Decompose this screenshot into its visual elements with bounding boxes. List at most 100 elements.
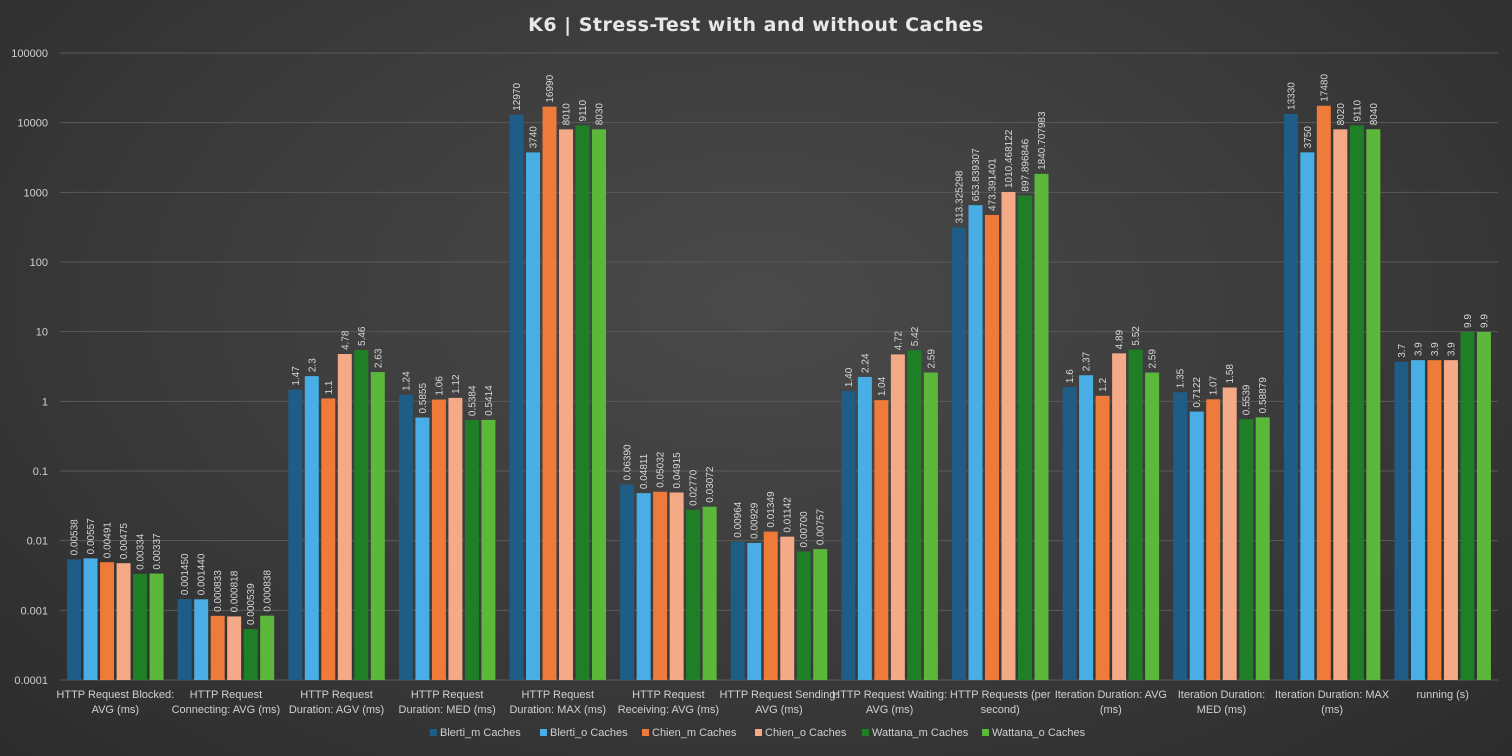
data-label: 897.896846 bbox=[1020, 138, 1031, 191]
bar bbox=[243, 629, 258, 680]
legend-swatch bbox=[862, 729, 869, 736]
x-category-label: MED (ms) bbox=[1197, 704, 1247, 716]
bar bbox=[907, 350, 922, 680]
x-category-label: HTTP Request Waiting: bbox=[832, 689, 947, 701]
data-label: 0.000838 bbox=[263, 570, 274, 612]
bar bbox=[669, 492, 684, 680]
data-label: 0.001440 bbox=[197, 553, 208, 595]
bar bbox=[1079, 375, 1094, 680]
x-category-label: (ms) bbox=[1100, 704, 1122, 716]
bar bbox=[177, 599, 192, 680]
bar bbox=[464, 420, 479, 680]
bar bbox=[1062, 387, 1077, 680]
bar bbox=[542, 106, 557, 680]
data-label: 0.04811 bbox=[639, 453, 650, 489]
data-label: 4.72 bbox=[893, 330, 904, 350]
x-category-label: HTTP Request bbox=[190, 689, 263, 701]
data-label: 9110 bbox=[578, 100, 589, 122]
data-label: 3740 bbox=[529, 126, 540, 149]
bar bbox=[1316, 105, 1331, 681]
data-label: 1.07 bbox=[1209, 375, 1220, 395]
x-category-label: Iteration Duration: bbox=[1178, 689, 1265, 701]
data-label: 0.00757 bbox=[816, 509, 827, 546]
data-label: 4.78 bbox=[340, 330, 351, 350]
y-tick-label: 10000 bbox=[17, 118, 48, 130]
bar bbox=[702, 506, 717, 680]
data-label: 473.391401 bbox=[987, 158, 998, 211]
data-label: 16990 bbox=[545, 74, 556, 102]
bar bbox=[636, 493, 651, 680]
data-label: 3.7 bbox=[1397, 343, 1408, 357]
data-label: 0.00491 bbox=[103, 522, 114, 559]
gridlines bbox=[60, 52, 1498, 681]
bar bbox=[813, 549, 828, 680]
data-label: 1.6 bbox=[1065, 369, 1076, 383]
data-label: 0.01142 bbox=[783, 497, 794, 533]
bar bbox=[1283, 113, 1298, 681]
bar bbox=[620, 484, 635, 680]
bar bbox=[67, 559, 82, 680]
bar bbox=[1476, 331, 1491, 680]
bar bbox=[194, 599, 209, 680]
bar bbox=[559, 129, 574, 681]
data-label: 12970 bbox=[512, 83, 523, 111]
data-label: 1840.707983 bbox=[1037, 111, 1048, 170]
y-tick-label: 1 bbox=[42, 396, 48, 408]
bar bbox=[1460, 331, 1475, 680]
bar bbox=[431, 399, 446, 680]
data-label: 8030 bbox=[595, 103, 606, 126]
x-category-label: HTTP Request Sending: bbox=[719, 689, 838, 701]
bar bbox=[923, 372, 938, 680]
bar bbox=[841, 391, 856, 680]
bar bbox=[1189, 411, 1204, 680]
bar bbox=[1112, 353, 1127, 680]
data-label: 0.000539 bbox=[246, 583, 257, 625]
data-labels: 0.00538 0.00557 0.00491 0.00475 0.00334 0.003… bbox=[70, 74, 1491, 626]
bar bbox=[951, 227, 966, 680]
x-category-label: Connecting: AVG (ms) bbox=[172, 704, 281, 716]
data-label: 1.2 bbox=[1098, 377, 1109, 391]
bars bbox=[67, 105, 1491, 681]
data-label: 653.839307 bbox=[971, 148, 982, 201]
bar bbox=[448, 397, 463, 680]
data-label: 0.01349 bbox=[766, 491, 777, 528]
bar bbox=[1017, 195, 1032, 680]
x-category-label: AVG (ms) bbox=[755, 704, 802, 716]
data-label: 1.47 bbox=[291, 366, 302, 386]
y-tick-label: 1000 bbox=[24, 187, 48, 199]
bar bbox=[857, 376, 872, 680]
data-label: 17480 bbox=[1319, 74, 1330, 102]
data-label: 1.58 bbox=[1225, 364, 1236, 384]
data-label: 0.06390 bbox=[623, 444, 634, 481]
data-label: 8020 bbox=[1336, 103, 1347, 126]
data-label: 2.24 bbox=[860, 353, 871, 373]
legend-label: Wattana_o Caches bbox=[992, 727, 1086, 739]
data-label: 2.59 bbox=[1148, 349, 1159, 369]
data-label: 1.35 bbox=[1176, 368, 1187, 388]
bar bbox=[210, 615, 225, 680]
bar bbox=[686, 509, 701, 680]
data-label: 0.00475 bbox=[119, 523, 130, 560]
legend-swatch bbox=[755, 729, 762, 736]
bar bbox=[1394, 361, 1409, 680]
data-label: 0.58879 bbox=[1258, 377, 1269, 414]
bar bbox=[149, 573, 164, 680]
bar bbox=[116, 563, 131, 680]
data-label: 0.04915 bbox=[672, 452, 683, 489]
bar bbox=[83, 558, 98, 680]
bar bbox=[874, 400, 889, 680]
data-label: 1.12 bbox=[451, 374, 462, 394]
bar bbox=[890, 354, 905, 680]
data-label: 9.9 bbox=[1463, 314, 1474, 328]
bar bbox=[304, 376, 319, 680]
data-label: 0.5384 bbox=[467, 385, 478, 416]
y-axis-ticks: 0.0001 0.001 0.01 0.1 1 10 100 1000 10000 100000 bbox=[11, 48, 48, 687]
data-label: 3.9 bbox=[1430, 342, 1441, 356]
x-axis-categories: HTTP Request Blocked: AVG (ms) HTTP Reques… bbox=[56, 689, 1469, 716]
bar bbox=[354, 349, 369, 680]
data-label: 0.02770 bbox=[689, 469, 700, 506]
legend-swatch bbox=[430, 729, 437, 736]
data-label: 5.46 bbox=[357, 326, 368, 346]
bar bbox=[1410, 360, 1425, 680]
data-label: 0.00929 bbox=[750, 502, 761, 539]
